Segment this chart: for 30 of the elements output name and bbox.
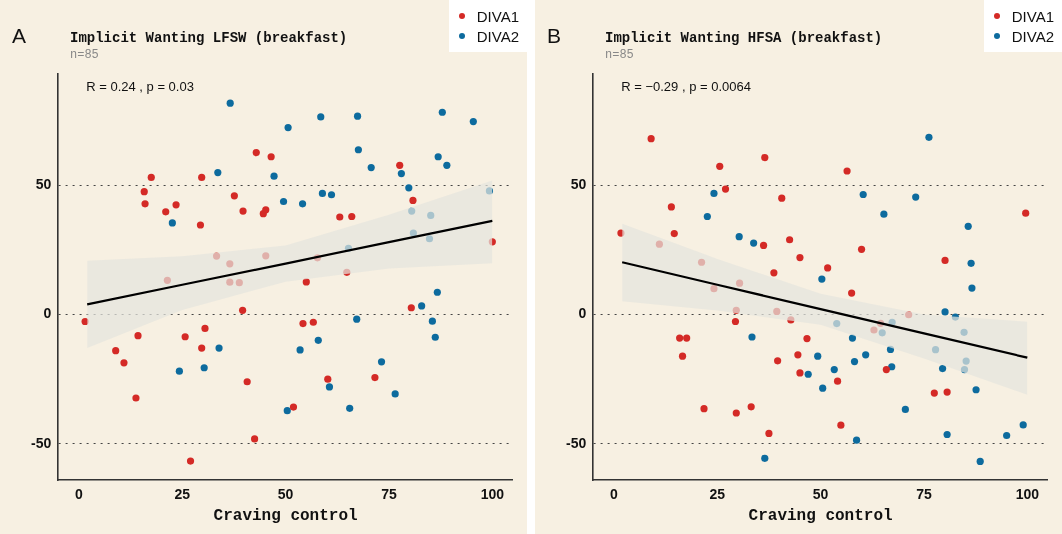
x-tick-label: 100 [1015, 486, 1040, 503]
chart-subtitle: n=85 [605, 48, 634, 62]
text: B [547, 24, 562, 48]
y-tick-label: 50 [570, 176, 587, 193]
x-tick-label: 75 [381, 486, 397, 503]
x-tick-label: 0 [610, 486, 619, 503]
chart-title: Implicit Wanting LFSW (breakfast) [70, 30, 348, 46]
x-tick-label: 0 [75, 486, 84, 503]
chart-title: Implicit Wanting HFSA (breakfast) [605, 30, 883, 46]
x-tick-label: 25 [174, 486, 191, 503]
y-tick-label: -50 [566, 434, 587, 451]
legend-label: DIVA1 [1011, 7, 1054, 25]
x-tick-label: 50 [812, 486, 829, 503]
x-tick-label: 75 [916, 486, 932, 503]
legend-label: DIVA2 [1011, 27, 1054, 45]
legend-label: DIVA1 [476, 7, 519, 25]
y-tick-label: 50 [35, 176, 52, 193]
y-tick-label: 0 [578, 305, 587, 322]
chart-subtitle: n=85 [70, 48, 99, 62]
x-tick-label: 50 [277, 486, 294, 503]
x-tick-label: 25 [709, 486, 726, 503]
x-axis-title: Craving control [213, 507, 358, 526]
annotation: R = −0.29 , p = 0.0064 [621, 79, 751, 95]
y-tick-label: 0 [43, 305, 52, 322]
y-tick-label: -50 [31, 434, 52, 451]
x-axis-title: Craving control [748, 507, 893, 526]
legend-label: DIVA2 [476, 27, 519, 45]
x-tick-label: 100 [480, 486, 505, 503]
text: A [12, 24, 27, 48]
annotation: R = 0.24 , p = 0.03 [86, 79, 194, 95]
